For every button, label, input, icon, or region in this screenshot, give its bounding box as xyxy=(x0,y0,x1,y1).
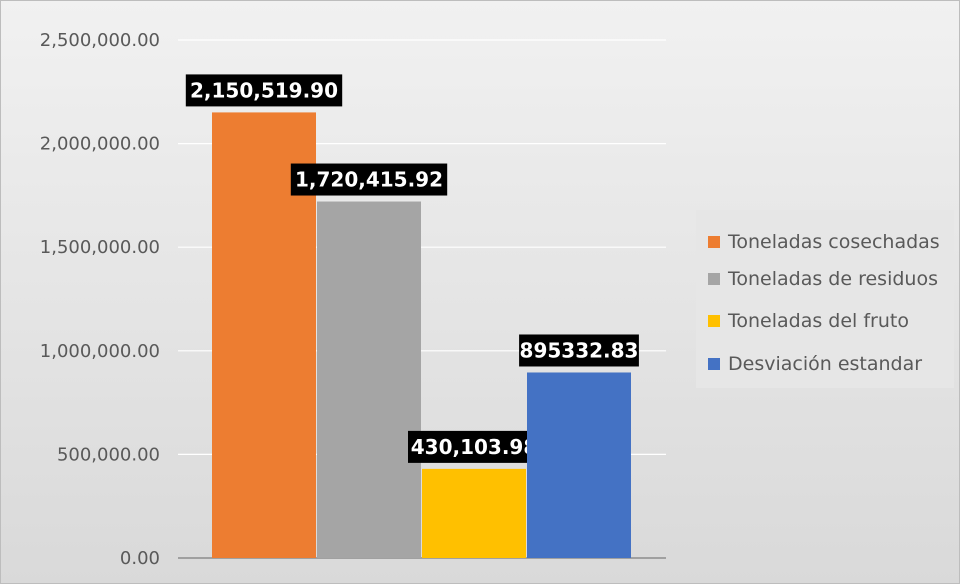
data-label-box xyxy=(290,163,448,196)
bar xyxy=(527,372,631,558)
y-tick-label: 1,000,000.00 xyxy=(40,341,160,362)
y-tick-label: 2,500,000.00 xyxy=(40,30,160,51)
data-label: 1,720,415.92 xyxy=(295,168,443,192)
y-tick-label: 0.00 xyxy=(120,548,160,569)
data-label-box xyxy=(185,74,343,107)
legend-label: Toneladas cosechadas xyxy=(728,231,940,253)
data-label: 895332.83 xyxy=(520,338,639,362)
legend-swatch-blue xyxy=(708,358,720,370)
legend-swatch-gray xyxy=(708,273,720,285)
legend-item-desviacion-estandar: Desviación estandar xyxy=(708,351,922,377)
legend-item-toneladas-del-fruto: Toneladas del fruto xyxy=(708,308,909,334)
y-tick-label: 2,000,000.00 xyxy=(40,134,160,155)
legend-label: Toneladas del fruto xyxy=(728,310,909,332)
legend-label: Toneladas de residuos xyxy=(728,268,938,290)
data-label-box xyxy=(408,430,540,463)
bar xyxy=(317,201,421,558)
data-label: 2,150,519.90 xyxy=(190,78,338,102)
legend-item-toneladas-cosechadas: Toneladas cosechadas xyxy=(708,229,940,255)
y-tick-label: 1,500,000.00 xyxy=(40,237,160,258)
data-label: 430,103.98 xyxy=(411,435,538,459)
legend-swatch-yellow xyxy=(708,315,720,327)
legend-swatch-orange xyxy=(708,236,720,248)
bar xyxy=(422,468,526,558)
legend-item-toneladas-de-residuos: Toneladas de residuos xyxy=(708,266,938,292)
y-tick-label: 500,000.00 xyxy=(57,444,160,465)
legend-label: Desviación estandar xyxy=(728,353,923,375)
data-label-box xyxy=(519,334,639,367)
legend: Toneladas cosechadas Toneladas de residu… xyxy=(696,210,954,388)
